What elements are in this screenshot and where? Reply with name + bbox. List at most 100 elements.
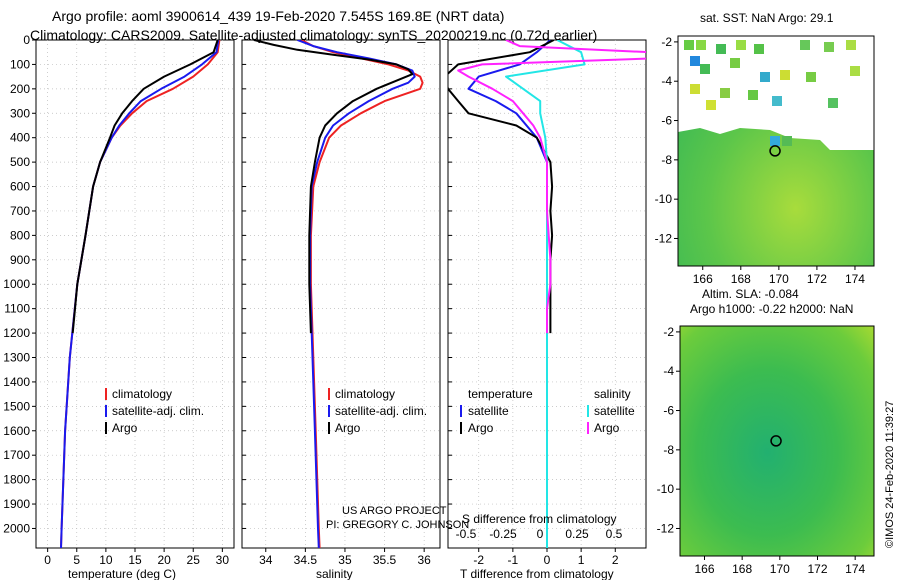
lon-tick-label: 174 [845, 272, 865, 286]
sst-map [677, 35, 875, 267]
y-tick-label: 900 [10, 253, 30, 267]
y-tick-label: 500 [10, 155, 30, 169]
legend-argo-s: Argo [335, 421, 361, 435]
series-line-climatology [60, 40, 221, 548]
lat-tick-label: -8 [661, 153, 672, 167]
x2-tick-label: -0.5 [456, 527, 477, 541]
series-line-climatology [300, 40, 424, 548]
sla-map-title-2: Argo h1000: -0.22 h2000: NaN [690, 302, 853, 316]
x2-tick-label: 0.5 [606, 527, 623, 541]
t-difference-axis-label: T difference from climatology [460, 567, 614, 580]
x-tick-label: 25 [187, 553, 201, 567]
sst-pixel [730, 58, 740, 68]
legend-argo: Argo [112, 421, 138, 435]
lon-tick-label: 170 [769, 272, 789, 286]
lat-tick-label: -6 [661, 114, 672, 128]
y-tick-label: 800 [10, 228, 30, 242]
salinity-panel [241, 39, 441, 549]
y-tick-label: 1000 [3, 277, 30, 291]
lat-tick-label: -4 [661, 74, 672, 88]
x-tick-label: 30 [216, 553, 230, 567]
sst-map-title: sat. SST: NaN Argo: 29.1 [700, 11, 834, 25]
series-line-argo [253, 40, 414, 334]
lat-tick-label: -2 [661, 35, 672, 49]
y-tick-label: 1300 [3, 351, 30, 365]
series-line-satellite-adj-clim- [60, 40, 220, 548]
lat-tick-label: -4 [663, 364, 674, 378]
lat-tick-label: -12 [655, 231, 673, 245]
argo-position-marker [769, 145, 781, 157]
lon-tick-label: 168 [732, 562, 752, 576]
sst-pixel [806, 72, 816, 82]
x-tick-label: 0 [544, 553, 551, 567]
sst-pixel [770, 136, 780, 146]
y-tick-label: 1600 [3, 424, 30, 438]
legend-satellite-adj-s: satellite-adj. clim. [335, 404, 427, 418]
y-tick-label: 700 [10, 204, 30, 218]
x2-tick-label: 0.25 [565, 527, 589, 541]
x-tick-label: 2 [612, 553, 619, 567]
lat-tick-label: -10 [657, 482, 675, 496]
x-tick-label: 34 [259, 553, 273, 567]
legend-t-argo: Argo [468, 421, 494, 435]
sst-pixel [700, 64, 710, 74]
lon-tick-label: 172 [807, 562, 827, 576]
x-tick-label: 20 [157, 553, 171, 567]
sst-pixel [690, 84, 700, 94]
series-line-salinity-argo [457, 40, 646, 334]
y-tick-label: 300 [10, 106, 30, 120]
legend-salinity-heading: salinity [594, 387, 631, 401]
y-tick-label: 2000 [3, 521, 30, 535]
y-tick-label: 1500 [3, 399, 30, 413]
salinity-legend: climatology satellite-adj. clim. Argo [328, 387, 427, 435]
salinity-axis-label: salinity [316, 567, 353, 580]
temperature-axis-label: temperature (deg C) [68, 567, 176, 580]
series-line-salinity-satellite [505, 40, 586, 548]
lon-tick-label: 168 [731, 272, 751, 286]
title-line-2: Climatology: CARS2009. Satellite-adjuste… [30, 27, 597, 43]
sst-pixel [748, 90, 758, 100]
legend-t-satellite: satellite [468, 404, 509, 418]
x-tick-label: 36 [417, 553, 431, 567]
x-tick-label: 34.5 [294, 553, 318, 567]
lon-tick-label: 172 [807, 272, 827, 286]
argo-position-marker [770, 435, 782, 447]
sst-pixel [736, 40, 746, 50]
y-tick-label: 600 [10, 180, 30, 194]
sst-pixel [824, 42, 834, 52]
lat-tick-label: -10 [655, 192, 673, 206]
x-tick-label: 5 [73, 553, 80, 567]
x-tick-label: 35 [338, 553, 352, 567]
x-tick-label: 35.5 [373, 553, 397, 567]
sst-pixel [716, 44, 726, 54]
x-tick-label: 1 [578, 553, 585, 567]
sla-map [679, 325, 875, 557]
y-tick-label: 200 [10, 82, 30, 96]
sla-map-title-1: Altim. SLA: -0.084 [702, 287, 799, 301]
sst-pixel [754, 44, 764, 54]
legend-climatology-s: climatology [335, 387, 395, 401]
x-tick-label: -1 [508, 553, 519, 567]
series-line-argo [71, 40, 219, 334]
project-credit: US ARGO PROJECT [342, 505, 447, 517]
sst-pixel [782, 136, 792, 146]
y-tick-label: 1700 [3, 448, 30, 462]
imos-credit: ©IMOS 24-Feb-2020 11:39:27 [884, 401, 896, 548]
x-tick-label: -2 [473, 553, 484, 567]
sst-pixel [684, 40, 694, 50]
legend-climatology: climatology [112, 387, 172, 401]
legend-satellite-adj: satellite-adj. clim. [112, 404, 204, 418]
x-tick-label: 0 [44, 553, 51, 567]
x2-tick-label: -0.25 [489, 527, 517, 541]
pi-credit: PI: GREGORY C. JOHNSON [326, 519, 469, 531]
title-line-1: Argo profile: aoml 3900614_439 19-Feb-20… [52, 8, 504, 24]
lon-tick-label: 170 [770, 562, 790, 576]
lat-tick-label: -6 [663, 404, 674, 418]
y-tick-label: 1900 [3, 497, 30, 511]
sst-pixel [828, 98, 838, 108]
x-tick-label: 15 [128, 553, 142, 567]
temperature-legend: climatology satellite-adj. clim. Argo [105, 387, 204, 435]
lon-tick-label: 174 [845, 562, 865, 576]
y-tick-label: 400 [10, 131, 30, 145]
legend-s-satellite: satellite [594, 404, 635, 418]
